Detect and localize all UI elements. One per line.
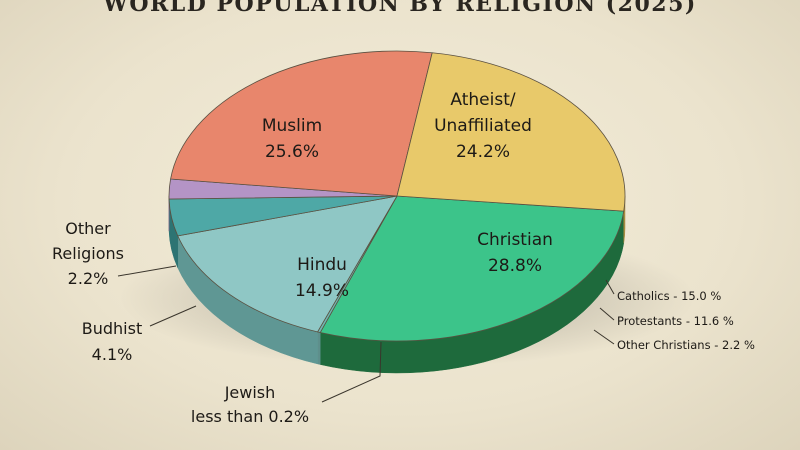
leader-catholics [605,279,615,295]
leader-other-religions [117,265,177,277]
label-atheist-unaffiliated: Atheist/Unaffiliated 24.2% [434,90,532,162]
slice-hindu[interactable] [177,195,398,333]
label-breakdown-protestants: Protestants - 11.6 % [617,314,734,328]
leader-budhist [149,305,197,327]
slice-christian[interactable] [319,195,625,342]
label-muslim: Muslim 25.6% [262,116,322,162]
label-jewish: Jewish less than 0.2% [191,383,309,426]
slice-muslim[interactable] [170,50,433,197]
label-budhist: Budhist 4.1% [82,319,142,364]
label-other-religions: Other Religions 2.2% [52,219,124,288]
label-christian: Christian 28.8% [477,230,553,276]
slice-side-jewish [317,331,321,365]
chart-title: WORLD POPULATION BY RELIGION (2025) [103,0,697,17]
leader-other-christians [593,329,615,345]
slice-atheist-unaffiliated[interactable] [396,52,626,212]
label-breakdown-catholics: Catholics - 15.0 % [617,289,721,303]
leader-jewish [321,341,382,403]
label-hindu: Hindu 14.9% [295,255,349,301]
label-breakdown-other-christians: Other Christians - 2.2 % [617,338,755,352]
leader-protestants [599,307,615,321]
